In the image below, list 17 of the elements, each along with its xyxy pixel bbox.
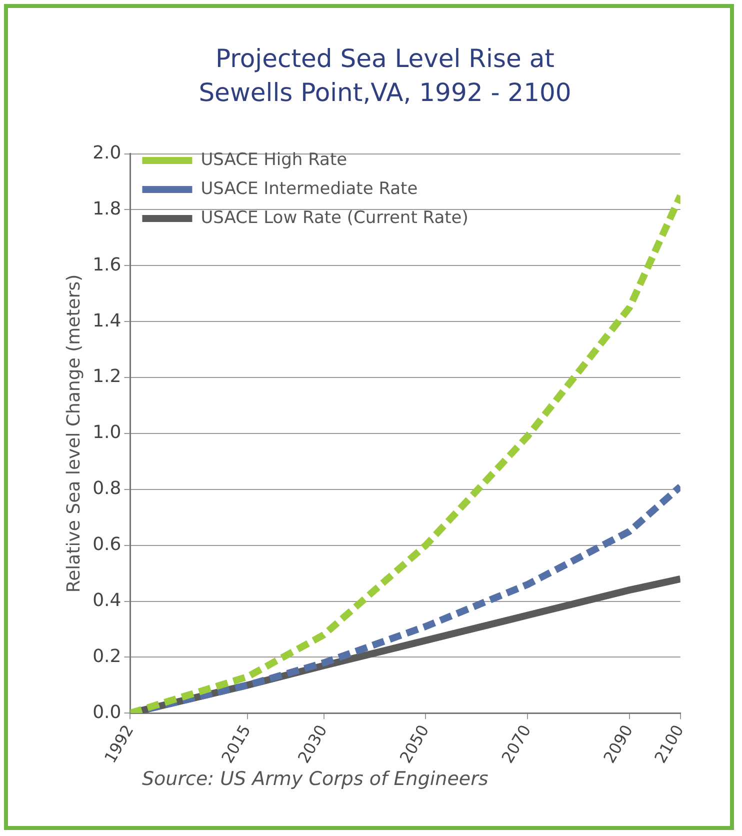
- y-tick-label: 0.6: [92, 534, 122, 556]
- y-tick-label: 0.8: [92, 478, 122, 500]
- legend-label: USACE Intermediate Rate: [200, 178, 418, 199]
- legend-label: USACE High Rate: [200, 150, 348, 170]
- y-tick-label: 0.2: [92, 646, 122, 667]
- y-axis-title: Relative Sea level Change (meters): [63, 274, 84, 593]
- y-tick-label: 1.2: [92, 366, 122, 388]
- y-tick-label: 0.0: [92, 702, 122, 723]
- legend-label: USACE Low Rate (Current Rate): [200, 208, 468, 228]
- source-note: Source: US Army Corps of Engineers: [142, 768, 488, 790]
- y-tick-label: 0.4: [92, 590, 122, 611]
- chart-title: Projected Sea Level Rise at Sewells Point,VA, 1992 - 2100: [198, 43, 572, 109]
- y-tick-label: 1.6: [92, 254, 122, 276]
- y-tick-label: 2.0: [92, 142, 122, 164]
- y-tick-label: 1.0: [92, 422, 122, 444]
- y-tick-label: 1.8: [92, 198, 122, 220]
- y-tick-label: 1.4: [92, 310, 122, 332]
